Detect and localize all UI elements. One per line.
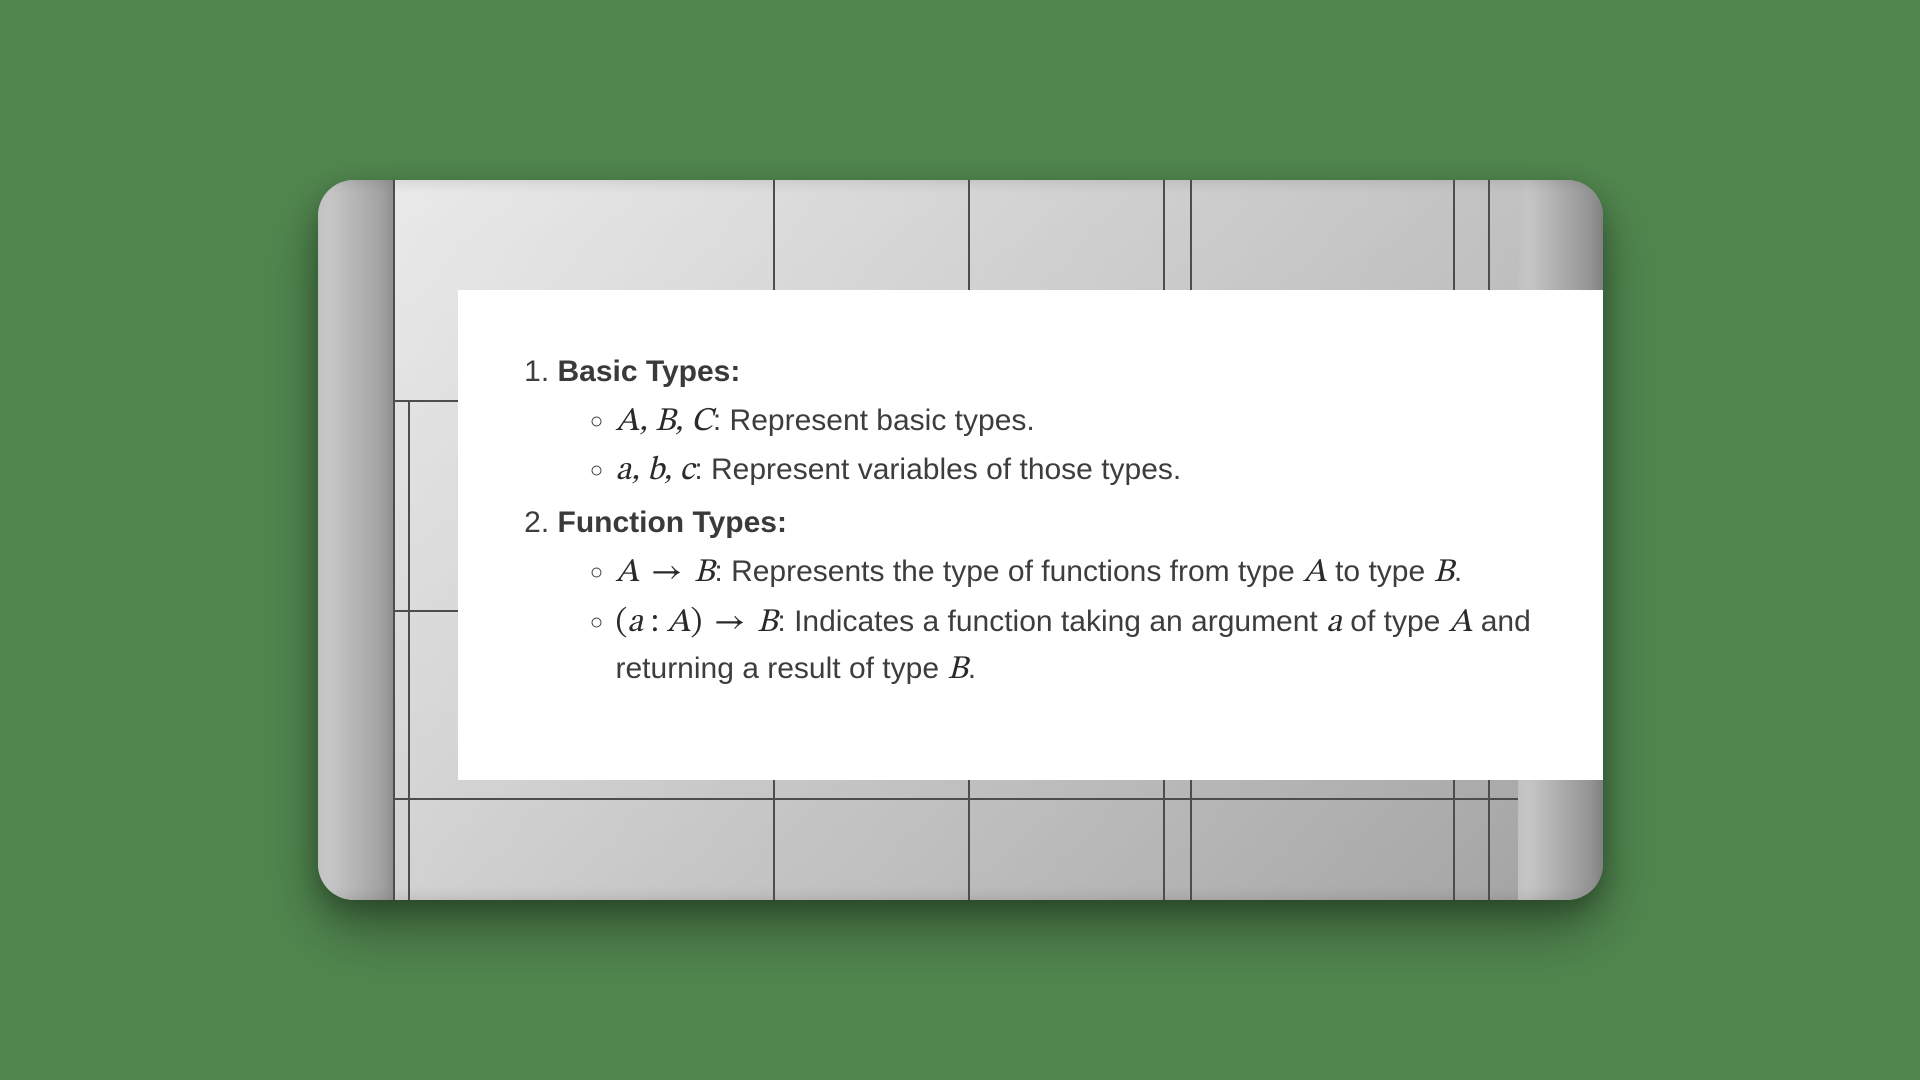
math-expr: A, B, C — [616, 405, 713, 438]
sublist-basic-types: A, B, C: Represent basic types. a, b, c:… — [558, 398, 1563, 496]
text: of type — [1342, 605, 1449, 638]
text: : Represents the type of functions from … — [714, 555, 1303, 588]
math-inline: a — [1326, 606, 1342, 639]
heading-function-types: Function Types: — [558, 506, 787, 539]
math-inline: A — [1449, 606, 1473, 639]
list-item-function-types: Function Types: A → B: Represents the ty… — [558, 501, 1563, 694]
sub-item: A, B, C: Represent basic types. — [616, 398, 1563, 446]
heading-basic-types: Basic Types: — [558, 355, 741, 388]
sub-item: A → B: Represents the type of functions … — [616, 549, 1563, 597]
math-inline: A — [1303, 556, 1327, 589]
text: . — [968, 652, 976, 685]
math-inline: B — [1433, 556, 1453, 589]
text: to type — [1327, 555, 1434, 588]
list-item-basic-types: Basic Types: A, B, C: Represent basic ty… — [558, 350, 1563, 495]
math-expr: (a : A) → B — [616, 606, 778, 639]
presentation-card: Basic Types: A, B, C: Represent basic ty… — [318, 180, 1603, 900]
text: : Represent variables of those types. — [694, 453, 1181, 486]
text: . — [1454, 555, 1462, 588]
text: : Indicates a function taking an argumen… — [777, 605, 1326, 638]
sub-item: a, b, c: Represent variables of those ty… — [616, 447, 1563, 495]
sublist-function-types: A → B: Represents the type of functions … — [558, 549, 1563, 695]
content-overlay: Basic Types: A, B, C: Represent basic ty… — [458, 290, 1603, 780]
definitions-list: Basic Types: A, B, C: Represent basic ty… — [508, 350, 1563, 694]
math-inline: B — [947, 653, 967, 686]
sub-item: (a : A) → B: Indicates a function taking… — [616, 599, 1563, 695]
text: : Represent basic types. — [713, 404, 1035, 437]
math-expr: A → B — [616, 556, 715, 589]
math-expr: a, b, c — [616, 454, 695, 487]
